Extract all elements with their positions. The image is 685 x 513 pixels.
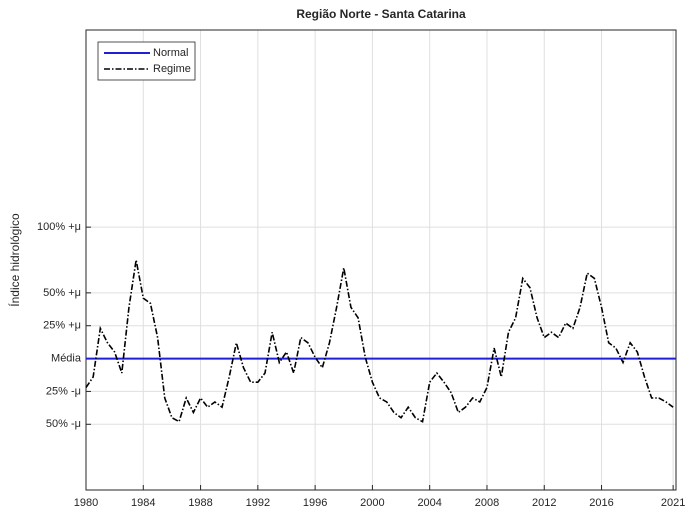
chart-title: Região Norte - Santa Catarina [296,7,466,21]
legend-label: Regime [153,63,191,75]
x-tick-label: 2004 [417,497,441,509]
x-tick-label: 2008 [475,497,499,509]
x-tick-label: 2000 [360,497,384,509]
x-tick-label: 2021 [661,497,685,509]
y-tick-label: 50% +μ [43,287,81,299]
y-tick-label: 100% +μ [37,221,81,233]
legend-box [97,41,196,81]
y-tick-label: 50% -μ [46,418,81,430]
x-tick-label: 1984 [131,497,155,509]
y-tick-label: 25% -μ [46,385,81,397]
x-tick-label: 1996 [303,497,327,509]
y-tick-label: Média [51,352,82,364]
y-axis-label: Índice hidrológico [7,213,22,307]
series-line [85,259,674,423]
plot-area [86,30,676,490]
x-tick-label: 1988 [188,497,212,509]
x-tick-label: 2012 [532,497,556,509]
x-tick-label: 1992 [246,497,270,509]
legend-label: Normal [153,47,188,59]
x-tick-label: 1980 [74,497,98,509]
axes-box [85,29,677,491]
y-tick-label: 25% +μ [43,320,81,332]
x-tick-label: 2016 [589,497,613,509]
